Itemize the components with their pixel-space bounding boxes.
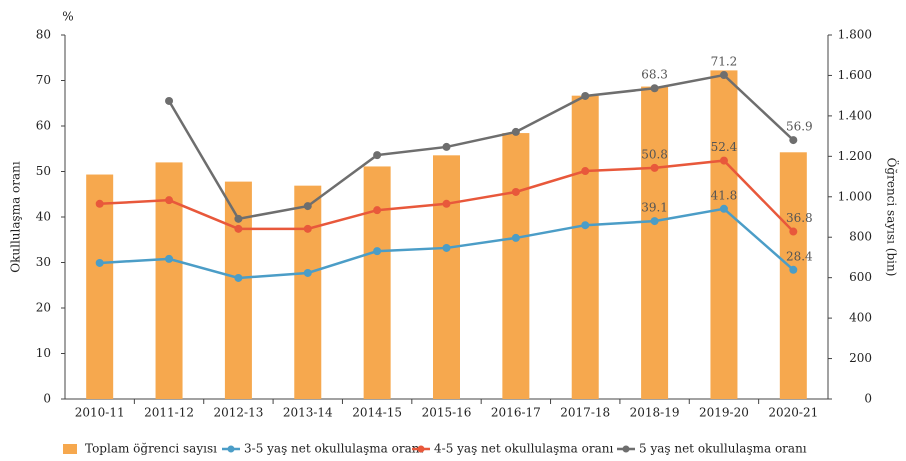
- y-tick-label: 0: [43, 392, 51, 406]
- point: [581, 221, 590, 230]
- y-tick-label: 20: [36, 301, 51, 315]
- y2-tick-label: 800: [849, 230, 872, 244]
- point: [789, 265, 798, 274]
- point: [719, 156, 728, 165]
- bar: [294, 185, 322, 399]
- y-axis-label: Okullulaşma oranı: [9, 161, 23, 273]
- legend-marker: [227, 445, 235, 453]
- point: [650, 84, 659, 93]
- data-label: 56.9: [786, 120, 813, 134]
- point: [234, 224, 243, 233]
- bar: [710, 70, 738, 399]
- data-label: 36.8: [786, 211, 813, 225]
- point: [95, 199, 104, 208]
- data-label: 68.3: [641, 68, 668, 82]
- x-tick-label: 2015-16: [422, 406, 472, 420]
- legend-marker: [622, 445, 630, 453]
- data-label: 71.2: [711, 55, 738, 69]
- bar: [224, 181, 252, 399]
- bar: [502, 133, 530, 400]
- legend-marker: [417, 445, 425, 453]
- y2-tick-label: 1.000: [838, 189, 872, 203]
- point: [511, 187, 520, 196]
- point: [234, 214, 243, 223]
- point: [373, 151, 382, 160]
- point: [442, 199, 451, 208]
- x-tick-label: 2019-20: [699, 406, 749, 420]
- legend-label: 4-5 yaş net okullulaşma oranı: [434, 442, 613, 456]
- x-tick-label: 2016-17: [491, 406, 541, 420]
- point: [95, 258, 104, 267]
- y-tick-label: 10: [36, 346, 51, 360]
- bar: [433, 155, 460, 399]
- bar: [86, 174, 114, 399]
- x-tick-label: 2010-11: [75, 406, 125, 420]
- y2-axis-label: Öğrenci sayısı (bin): [885, 158, 901, 277]
- point: [303, 202, 312, 211]
- point: [165, 96, 174, 105]
- y-tick-label: 40: [36, 210, 51, 224]
- bar: [571, 95, 599, 400]
- point: [789, 227, 798, 236]
- y2-tick-label: 1.400: [838, 108, 872, 122]
- y2-tick-label: 600: [849, 270, 872, 284]
- point: [650, 163, 659, 172]
- y2-tick-label: 1.200: [838, 149, 872, 163]
- point: [303, 224, 312, 233]
- x-tick-label: 2014-15: [352, 406, 402, 420]
- x-tick-label: 2011-12: [144, 406, 194, 420]
- point: [789, 136, 798, 145]
- point: [511, 233, 520, 242]
- y2-tick-label: 0: [864, 392, 872, 406]
- bar: [363, 166, 391, 399]
- x-tick-label: 2017-18: [560, 406, 610, 420]
- data-label: 52.4: [711, 140, 738, 154]
- data-label: 39.1: [641, 201, 668, 215]
- point: [719, 204, 728, 213]
- point: [303, 268, 312, 277]
- y2-tick-label: 200: [849, 351, 872, 365]
- point: [234, 273, 243, 282]
- unit-label: %: [62, 10, 73, 24]
- legend-label: 5 yaş net okullulaşma oranı: [639, 442, 807, 456]
- x-tick-label: 2020-21: [768, 406, 818, 420]
- legend-label: 3-5 yaş net okullulaşma oranı: [244, 442, 423, 456]
- point: [719, 71, 728, 80]
- data-label: 41.8: [711, 188, 738, 202]
- data-label: 28.4: [786, 249, 813, 263]
- legend-label: Toplam öğrenci sayısı: [85, 442, 217, 456]
- bar: [779, 152, 807, 399]
- legend-swatch: [63, 444, 77, 454]
- point: [581, 91, 590, 100]
- point: [511, 127, 520, 136]
- point: [165, 196, 174, 205]
- x-tick-label: 2013-14: [283, 406, 333, 420]
- point: [373, 247, 382, 256]
- point: [442, 142, 451, 151]
- point: [373, 206, 382, 215]
- y-tick-label: 30: [36, 255, 51, 269]
- y-tick-label: 70: [36, 73, 51, 87]
- y2-tick-label: 1.800: [838, 28, 872, 42]
- bar: [641, 86, 669, 400]
- y-tick-label: 80: [36, 28, 51, 42]
- point: [581, 167, 590, 176]
- series-line: [167, 73, 795, 221]
- x-tick-label: 2012-13: [213, 406, 263, 420]
- y2-tick-label: 400: [849, 311, 872, 325]
- y-tick-label: 60: [36, 119, 51, 133]
- y2-tick-label: 1.600: [838, 68, 872, 82]
- point: [442, 243, 451, 252]
- point: [165, 254, 174, 263]
- point: [650, 217, 659, 226]
- data-label: 50.8: [641, 147, 668, 161]
- x-tick-label: 2018-19: [630, 406, 680, 420]
- y-tick-label: 50: [36, 164, 51, 178]
